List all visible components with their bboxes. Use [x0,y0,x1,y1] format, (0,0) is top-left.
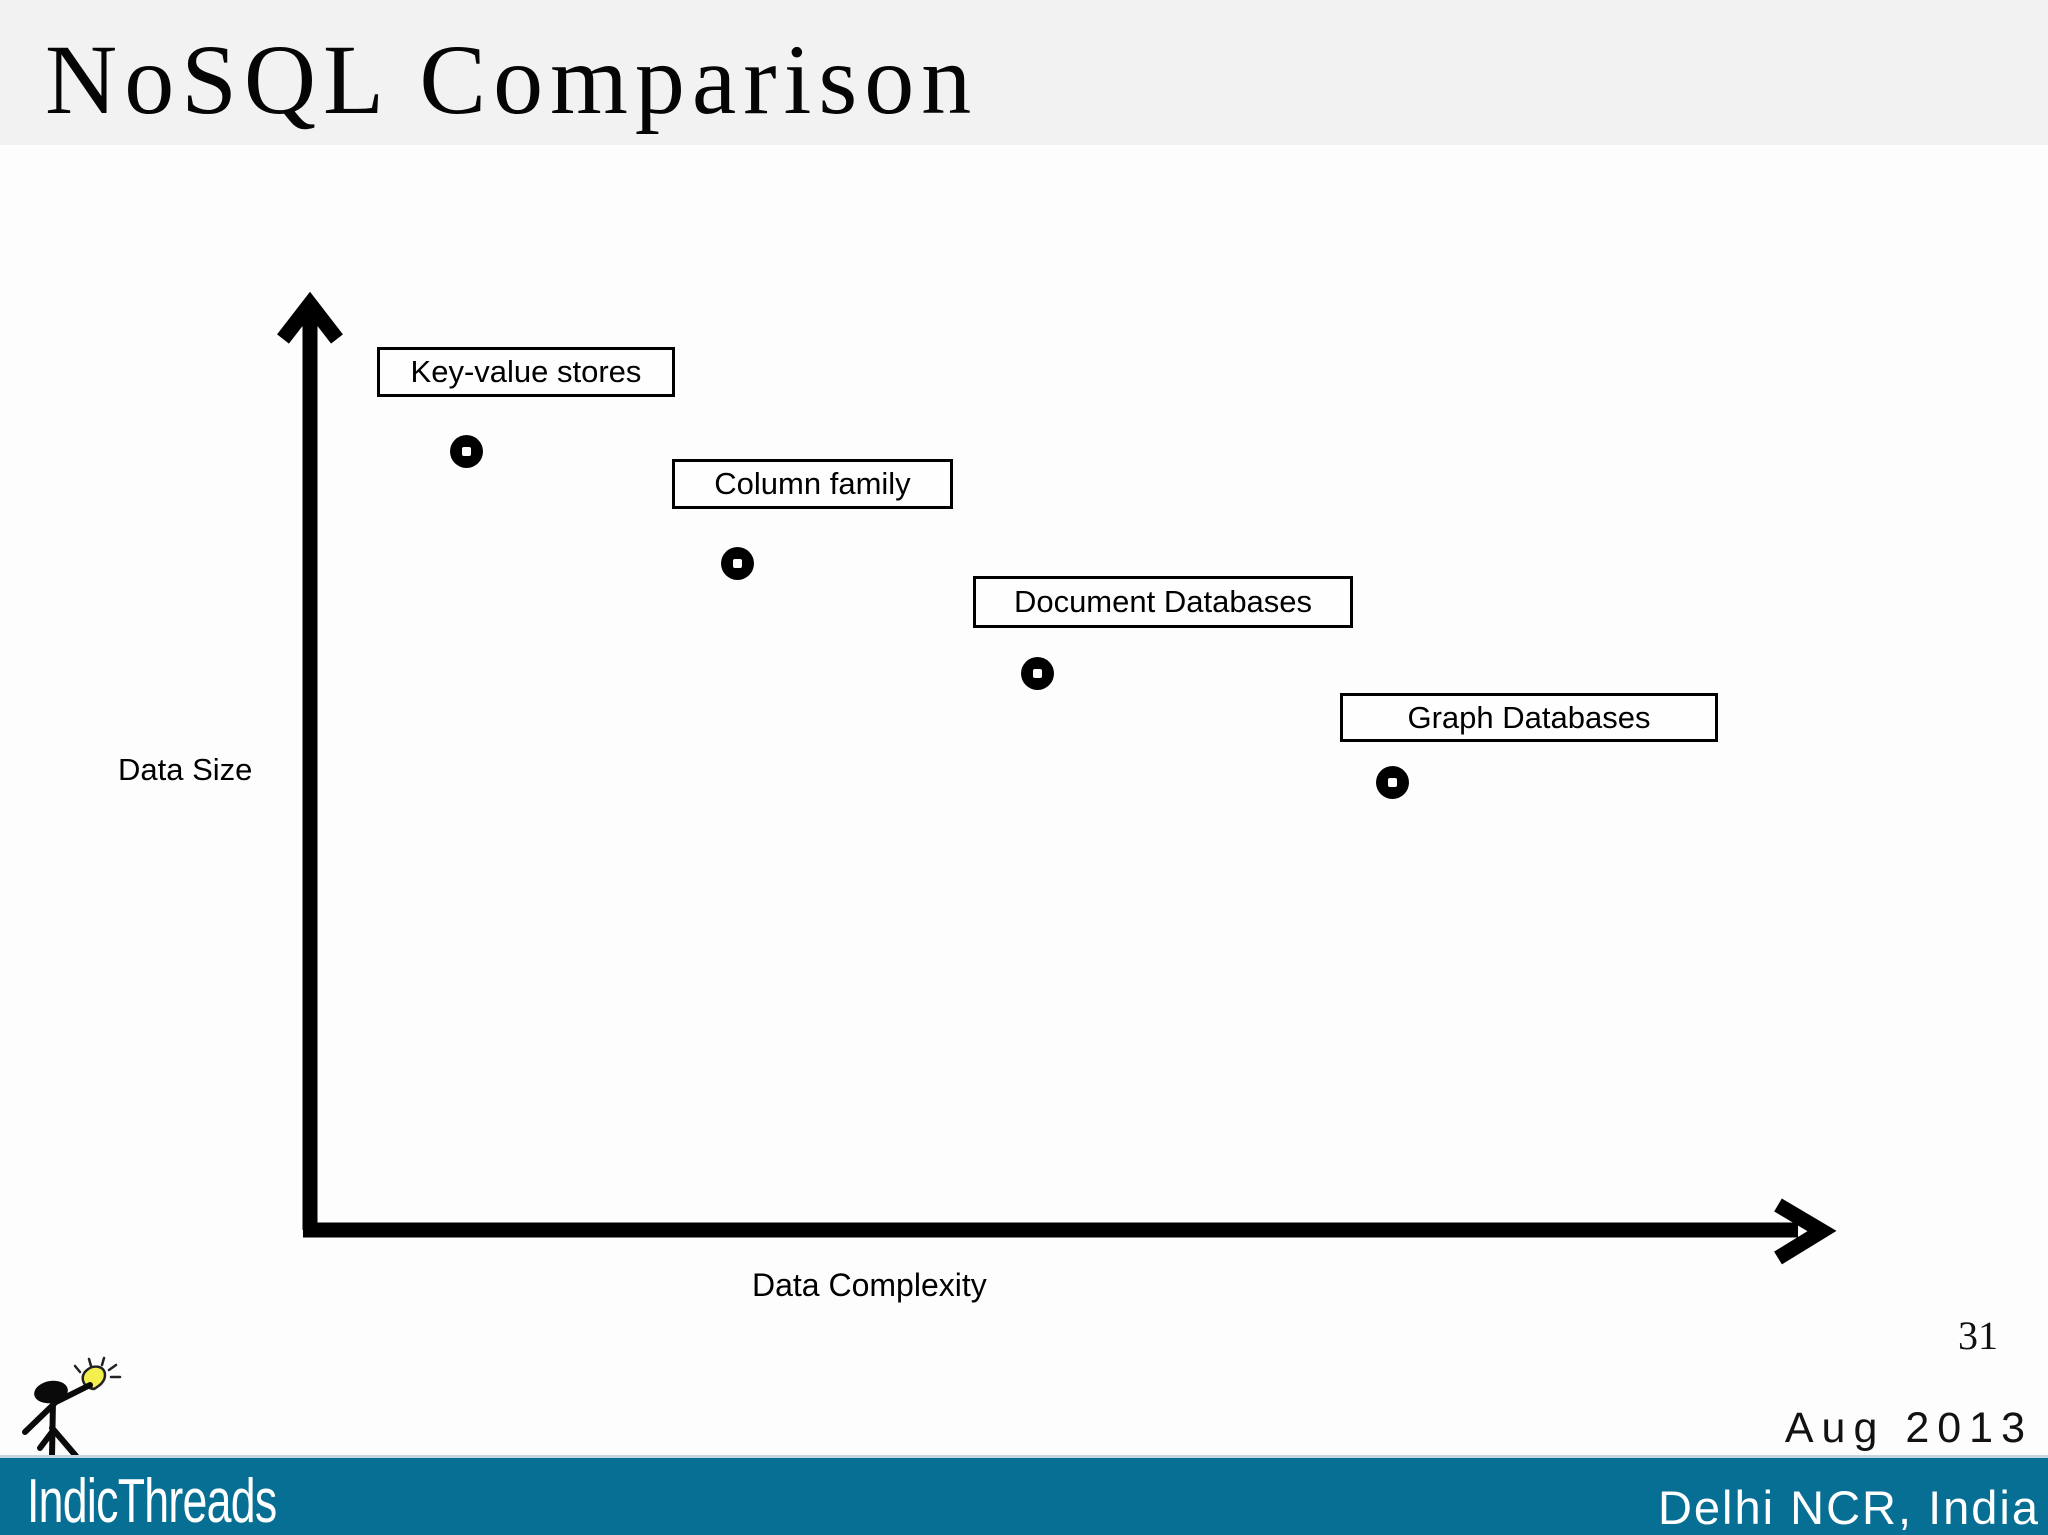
x-axis-label: Data Complexity [752,1267,987,1303]
point-label-graph-databases: Graph Databases [1340,693,1718,742]
point-label-key-value-stores: Key-value stores [377,347,675,397]
date-label: Aug 2013 [1784,1404,2033,1452]
point-label-text: Graph Databases [1407,699,1651,735]
figure-head [34,1380,68,1404]
slide-title: NoSQL Comparison [45,24,979,135]
data-point-column-family [721,547,754,580]
data-point-key-value-stores [450,435,483,468]
footer-location: Delhi NCR, India [1657,1481,2040,1534]
point-label-text: Document Databases [1013,584,1313,619]
footer-separator [0,1455,2048,1458]
point-label-text: Column family [714,466,911,501]
header-band: NoSQL Comparison [0,0,2048,145]
y-axis-arrowhead-icon [277,291,343,344]
stick-figure-lightbulb-icon [22,1356,122,1458]
data-point-document-databases [1021,657,1054,690]
point-label-text: Key-value stores [410,354,642,389]
x-axis-arrowhead-icon [1774,1198,1837,1265]
footer-bar: IndicThreads Delhi NCR, India [0,1458,2048,1535]
y-axis-label: Data Size [118,752,253,787]
point-label-document-databases: Document Databases [973,576,1353,628]
data-point-graph-databases [1376,766,1409,799]
page-number: 31 [1958,1313,1998,1358]
footer-brand: IndicThreads [27,1467,277,1535]
point-label-column-family: Column family [672,459,953,509]
